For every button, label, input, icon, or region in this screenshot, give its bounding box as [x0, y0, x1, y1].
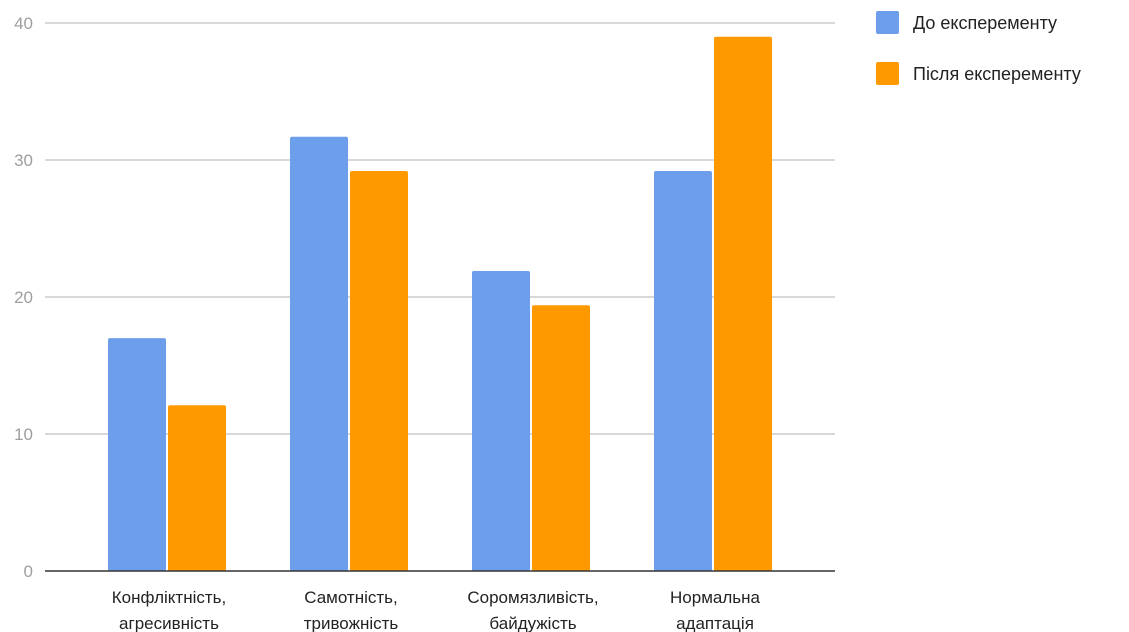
legend: До експеременту Після експеременту — [876, 11, 1081, 85]
bar-after-2 — [350, 170, 408, 571]
y-tick-label: 30 — [14, 151, 33, 170]
bar-before-3 — [472, 270, 530, 571]
bar-before-4 — [654, 170, 712, 571]
x-tick-label: тривожність — [304, 614, 399, 632]
x-tick-label: адаптація — [676, 614, 754, 632]
x-tick-label: агресивність — [119, 614, 219, 632]
x-tick-label: Самотність, — [304, 588, 398, 607]
x-tick-label: Конфліктність, — [112, 588, 227, 607]
legend-label: До експеременту — [913, 13, 1057, 33]
bar-after-1 — [168, 405, 226, 571]
y-tick-label: 10 — [14, 425, 33, 444]
x-axis-labels: Конфліктність, агресивність Самотність, три… — [112, 588, 761, 632]
bar-after-3 — [532, 305, 590, 571]
x-tick-label: Соромязливість, — [467, 588, 598, 607]
legend-label: Після експеременту — [913, 64, 1081, 84]
bar-after-4 — [714, 36, 772, 571]
y-tick-label: 0 — [24, 562, 33, 581]
legend-swatch — [876, 11, 899, 34]
y-axis-ticks: 0 10 20 30 40 — [14, 14, 33, 581]
y-tick-label: 40 — [14, 14, 33, 33]
y-tick-label: 20 — [14, 288, 33, 307]
legend-swatch — [876, 62, 899, 85]
bar-before-1 — [108, 338, 166, 571]
bars — [108, 36, 772, 571]
bar-before-2 — [290, 136, 348, 571]
x-tick-label: Нормальна — [670, 588, 760, 607]
x-tick-label: байдужість — [489, 614, 576, 632]
